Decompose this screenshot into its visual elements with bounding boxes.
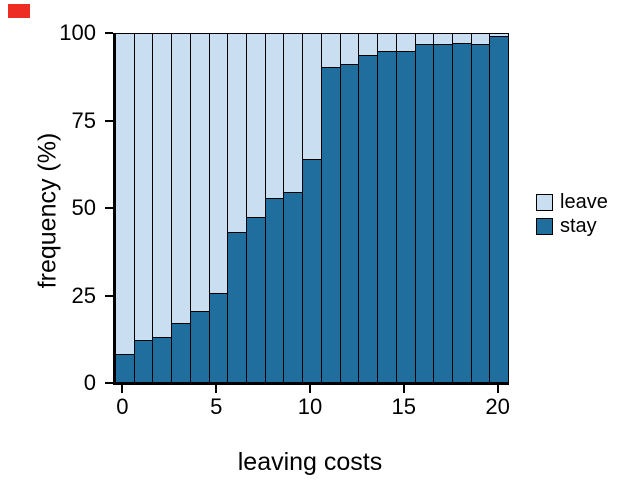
bar bbox=[339, 33, 360, 383]
bar bbox=[133, 33, 154, 383]
bar-segment-stay bbox=[340, 63, 359, 382]
bar-segment-stay bbox=[190, 310, 209, 382]
bar-segment-leave bbox=[153, 34, 172, 337]
bar-segment-leave bbox=[228, 34, 247, 233]
y-tick-label: 50 bbox=[71, 195, 96, 220]
bar bbox=[358, 33, 379, 383]
bar-segment-leave bbox=[452, 34, 471, 43]
corner-marker bbox=[8, 4, 30, 18]
y-tick-label: 75 bbox=[71, 107, 96, 133]
bar bbox=[451, 33, 472, 383]
bar-segment-stay bbox=[209, 293, 228, 382]
bar bbox=[171, 33, 191, 383]
legend-label-stay: stay bbox=[560, 215, 597, 237]
bars-container bbox=[115, 33, 510, 383]
y-tick-mark bbox=[105, 294, 113, 297]
bar bbox=[152, 33, 173, 383]
legend-item-stay: stay bbox=[536, 216, 608, 236]
x-tick-mark bbox=[121, 385, 124, 393]
bar-segment-leave bbox=[490, 34, 509, 36]
bar-segment-leave bbox=[116, 34, 134, 355]
bar-segment-stay bbox=[490, 35, 509, 382]
bar-segment-leave bbox=[471, 34, 490, 45]
legend-label-leave: leave bbox=[560, 191, 608, 213]
bar-segment-leave bbox=[415, 34, 434, 45]
bar-segment-stay bbox=[396, 51, 415, 382]
bar-segment-leave bbox=[247, 34, 265, 217]
bar-segment-leave bbox=[265, 34, 284, 198]
legend-swatch-leave bbox=[536, 193, 553, 211]
bar-segment-leave bbox=[303, 34, 321, 160]
y-tick-label: 25 bbox=[71, 282, 96, 308]
bar-segment-stay bbox=[434, 44, 452, 382]
bar bbox=[433, 33, 453, 383]
x-tick-label: 5 bbox=[210, 394, 223, 419]
bar-segment-stay bbox=[228, 232, 247, 382]
bar-segment-stay bbox=[153, 336, 172, 382]
bar-segment-leave bbox=[434, 34, 452, 45]
bar-segment-stay bbox=[471, 44, 490, 382]
bar bbox=[414, 33, 435, 383]
y-tick-mark bbox=[105, 119, 113, 122]
bar-segment-leave bbox=[340, 34, 359, 64]
x-tick-label: 20 bbox=[485, 394, 510, 419]
bar bbox=[246, 33, 266, 383]
bar-segment-leave bbox=[359, 34, 378, 55]
bar-segment-stay bbox=[452, 42, 471, 382]
bar-segment-stay bbox=[378, 51, 396, 382]
bar bbox=[470, 33, 491, 383]
x-tick-mark bbox=[215, 385, 218, 393]
bar-segment-stay bbox=[247, 216, 265, 382]
bar bbox=[377, 33, 397, 383]
bar-segment-stay bbox=[321, 67, 340, 382]
bar bbox=[115, 33, 135, 383]
legend: leave stay bbox=[536, 192, 608, 236]
x-axis-label: leaving costs bbox=[237, 448, 383, 476]
bar bbox=[189, 33, 210, 383]
x-tick-mark bbox=[496, 385, 499, 393]
x-tick-mark bbox=[402, 385, 405, 393]
bar-segment-leave bbox=[209, 34, 228, 294]
bar-segment-leave bbox=[321, 34, 340, 68]
bar-segment-stay bbox=[284, 192, 303, 382]
x-tick-mark bbox=[309, 385, 311, 393]
bar-segment-stay bbox=[116, 354, 134, 382]
bar bbox=[208, 33, 229, 383]
y-tick-mark bbox=[105, 207, 113, 209]
bar-segment-stay bbox=[359, 54, 378, 382]
bar-segment-stay bbox=[172, 322, 190, 382]
y-tick-label: 0 bbox=[83, 370, 96, 395]
x-tick-label: 0 bbox=[116, 394, 129, 419]
bar-segment-leave bbox=[190, 34, 209, 311]
bar-segment-leave bbox=[396, 34, 415, 52]
bar bbox=[227, 33, 248, 383]
bar bbox=[302, 33, 322, 383]
bar-segment-leave bbox=[378, 34, 396, 52]
legend-item-leave: leave bbox=[536, 192, 608, 212]
bar bbox=[320, 33, 341, 383]
bar-segment-stay bbox=[265, 197, 284, 382]
y-tick-mark bbox=[105, 382, 113, 384]
bar-segment-leave bbox=[172, 34, 190, 323]
bar-segment-stay bbox=[415, 44, 434, 382]
plot-area bbox=[113, 33, 510, 385]
legend-swatch-stay bbox=[536, 217, 553, 235]
y-tick-label: 100 bbox=[59, 20, 96, 45]
bar-segment-leave bbox=[134, 34, 153, 341]
bar bbox=[489, 33, 510, 383]
x-tick-label: 10 bbox=[297, 394, 323, 419]
bar bbox=[283, 33, 304, 383]
bar bbox=[395, 33, 416, 383]
x-tick-label: 15 bbox=[391, 394, 417, 419]
bar bbox=[264, 33, 285, 383]
y-tick-mark bbox=[105, 32, 113, 34]
bar-segment-stay bbox=[134, 340, 153, 382]
bar-segment-leave bbox=[284, 34, 303, 193]
bar-segment-stay bbox=[303, 159, 321, 382]
